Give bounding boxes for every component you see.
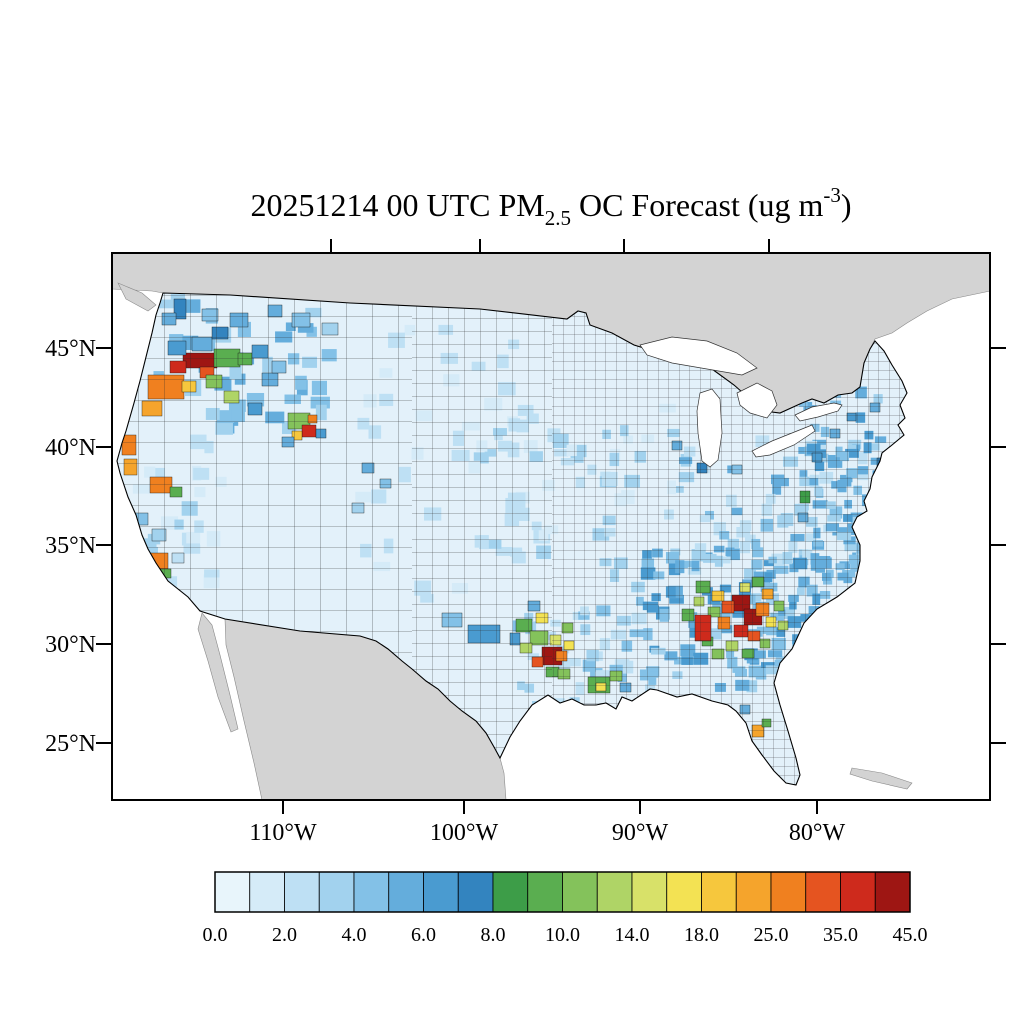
colorbar-tick-label: 35.0 — [823, 924, 858, 946]
colorbar-tick-label: 18.0 — [684, 924, 719, 946]
colorbar-segment — [214, 871, 251, 913]
lat-label-35n: 35°N — [45, 533, 96, 559]
colorbar-tick-label: 2.0 — [272, 924, 297, 946]
lat-label-25n: 25°N — [45, 731, 96, 757]
colorbar-segment — [874, 871, 911, 913]
colorbar-tick-label: 45.0 — [893, 924, 928, 946]
lat-label-30n: 30°N — [45, 632, 96, 658]
cuba-landmass — [849, 767, 913, 790]
axis-ticks-left — [96, 347, 112, 744]
colorbar-segment — [527, 871, 563, 913]
vancouver-island — [117, 282, 157, 312]
lake-superior — [639, 336, 758, 376]
title-text: 20251214 00 UTC PM — [250, 187, 544, 223]
colorbar-labels: 0.0 2.0 4.0 6.0 8.0 10.0 14.0 18.0 25.0 35.0 45.0 — [203, 924, 928, 946]
colorbar-segment — [492, 871, 529, 913]
lat-label-40n: 40°N — [45, 435, 96, 461]
colorbar-frame — [214, 871, 911, 913]
colorbar-segment — [353, 871, 390, 913]
lat-label-45n: 45°N — [45, 336, 96, 362]
colorbar-segment — [318, 871, 355, 913]
colorbar-tick-label: 6.0 — [411, 924, 436, 946]
lake-michigan — [696, 388, 723, 468]
colorbar-tick-label: 8.0 — [481, 924, 506, 946]
title-text-mid: OC Forecast (ug m — [571, 187, 824, 223]
colorbar-segment — [284, 871, 320, 913]
colorbar-segment — [770, 871, 807, 913]
lon-label-100w: 100°W — [430, 820, 499, 846]
colorbar-segment — [631, 871, 668, 913]
colorbar-tick-label: 25.0 — [754, 924, 789, 946]
colorbar-segment — [596, 871, 633, 913]
plot-border — [111, 252, 991, 801]
colorbar-tick-label: 4.0 — [342, 924, 367, 946]
title-subscript: 2.5 — [545, 206, 571, 230]
colorbar-segment — [805, 871, 841, 913]
axis-ticks-top — [330, 239, 770, 253]
colorbar-segment — [701, 871, 737, 913]
us-county-map — [111, 252, 991, 801]
lon-label-110w: 110°W — [249, 820, 317, 846]
axis-ticks-right — [990, 347, 1006, 744]
colorbar-segment — [423, 871, 459, 913]
colorbar-tick-label: 0.0 — [203, 924, 228, 946]
colorbar-segment — [840, 871, 876, 913]
colorbar — [214, 871, 911, 913]
figure-title: 20251214 00 UTC PM2.5 OC Forecast (ug m-… — [250, 183, 851, 230]
colorbar-tick-label: 14.0 — [615, 924, 650, 946]
lon-label-90w: 90°W — [612, 820, 669, 846]
axis-ticks-bottom — [282, 800, 818, 814]
title-text-end: ) — [841, 187, 852, 223]
title-superscript: -3 — [823, 183, 841, 207]
lake-ontario — [794, 402, 843, 422]
lake-erie — [751, 424, 816, 458]
lake-huron — [736, 382, 778, 419]
colorbar-segment — [562, 871, 598, 913]
colorbar-segment — [735, 871, 772, 913]
baja-california-landmass — [197, 612, 239, 733]
colorbar-segment — [249, 871, 285, 913]
colorbar-segment — [457, 871, 494, 913]
lon-label-80w: 80°W — [789, 820, 846, 846]
colorbar-tick-label: 10.0 — [545, 924, 580, 946]
colorbar-segment — [388, 871, 424, 913]
colorbar-segment — [666, 871, 702, 913]
